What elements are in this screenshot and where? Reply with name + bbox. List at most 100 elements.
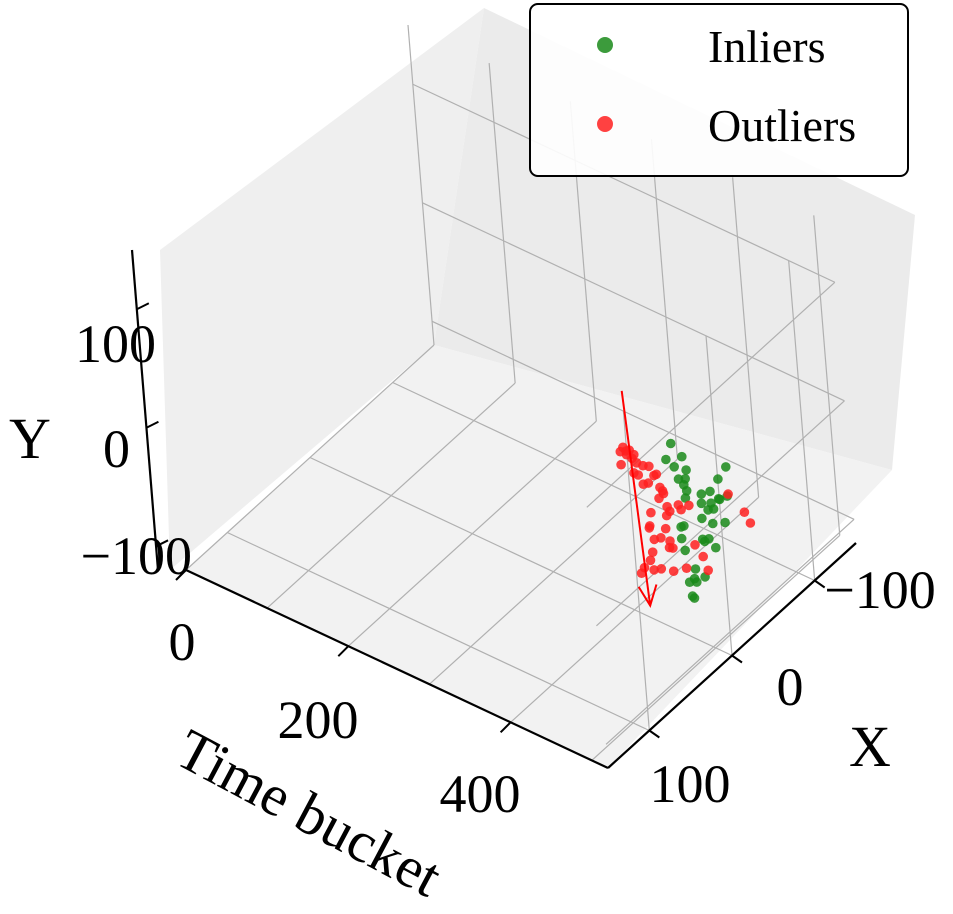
outliers-point: [645, 555, 656, 566]
outliers-point: [643, 478, 654, 488]
back-grid-line: [605, 518, 855, 745]
series-outliers: [615, 442, 756, 578]
inliers-point: [681, 465, 691, 475]
legend-label-outliers: Outliers: [708, 100, 856, 151]
y-axis-label: Y: [9, 406, 51, 471]
outliers-point: [636, 568, 647, 578]
outliers-point: [654, 493, 664, 504]
inliers-point: [721, 462, 731, 472]
inliers-point: [696, 498, 707, 509]
inliers-point: [720, 517, 730, 528]
x-tick-label: −100: [824, 560, 935, 620]
inliers-point: [700, 536, 710, 547]
outliers-point: [633, 470, 644, 480]
inliers-point: [708, 518, 718, 529]
legend-marker-outliers: [597, 116, 613, 132]
back-grid-line: [488, 63, 516, 384]
y-tick-label: 0: [103, 419, 130, 479]
inliers-point: [705, 486, 715, 497]
inliers-point: [673, 474, 684, 484]
back-grid-line: [650, 139, 679, 460]
outliers-point: [646, 507, 656, 518]
legend-marker-inliers: [597, 37, 613, 53]
outliers-point: [684, 500, 694, 511]
inliers-point: [684, 577, 695, 587]
inliers-point: [680, 545, 690, 556]
outliers-point: [676, 504, 686, 515]
x-tick-labels: −100 0 100: [650, 560, 936, 814]
outliers-point: [668, 566, 679, 576]
floor-grid-line: [309, 456, 733, 657]
back-grid-line: [586, 281, 836, 508]
y-tick-label: 100: [75, 314, 156, 374]
outliers-point: [745, 518, 756, 528]
inliers-point: [669, 462, 679, 472]
back-grid-line: [596, 400, 845, 627]
outliers-point: [698, 551, 708, 562]
outliers-point: [703, 565, 713, 576]
back-grid-line: [788, 260, 816, 581]
back-grid-line: [412, 83, 836, 283]
inliers-point: [692, 577, 702, 587]
data-points: [615, 438, 756, 603]
outliers-point: [656, 564, 667, 574]
time-tick-mark: [337, 645, 350, 657]
outliers-point: [681, 563, 692, 573]
back-grid-line: [422, 202, 845, 402]
left-back-pane: [160, 8, 484, 570]
inliers-point: [696, 489, 707, 499]
inliers-point: [697, 513, 707, 524]
outliers-point: [649, 470, 659, 481]
outliers-point: [649, 534, 660, 545]
inliers-point: [661, 454, 671, 465]
outliers-point: [662, 501, 672, 512]
y-tick-mark: [155, 539, 169, 548]
legend-box: [529, 3, 909, 177]
floor-grid-line: [227, 531, 650, 732]
x-tick-mark: [648, 729, 660, 739]
time-tick-label: 0: [169, 612, 196, 672]
inliers-point: [677, 451, 687, 462]
back-grid-line: [431, 320, 855, 520]
outliers-point: [723, 489, 733, 499]
inliers-point: [713, 474, 723, 484]
outliers-point: [665, 536, 675, 546]
time-tick-mark: [499, 721, 512, 734]
inliers-point: [690, 564, 701, 574]
outliers-point: [660, 523, 671, 534]
inliers-point: [711, 542, 721, 553]
time-tick-label: 400: [440, 764, 521, 824]
y-tick-labels: −100 0 100: [75, 314, 192, 586]
x-axis-label: X: [849, 714, 891, 779]
back-grid-line: [622, 410, 650, 731]
outliers-point: [647, 547, 658, 557]
inliers-point: [708, 504, 719, 514]
back-grid-line: [813, 215, 841, 536]
y-tick-label: −100: [81, 526, 192, 586]
inliers-point: [679, 521, 689, 531]
y-tick-mark: [145, 420, 159, 429]
time-tick-labels: 0 200 400: [169, 612, 521, 824]
outliers-point: [690, 540, 700, 550]
inliers-point: [676, 533, 687, 544]
x-tick-label: 100: [650, 754, 731, 814]
outliers-point: [655, 482, 665, 493]
inliers-point: [680, 493, 691, 503]
x-tick-mark: [731, 654, 743, 664]
x-tick-mark: [814, 579, 826, 589]
legend: Inliers Outliers: [529, 3, 909, 177]
floor-grid-line: [392, 381, 815, 582]
time-axis-line: [185, 569, 609, 769]
inliers-point: [714, 494, 725, 505]
arrow-shaft: [620, 390, 652, 606]
back-grid-line: [407, 24, 435, 346]
x-tick-label: 0: [777, 657, 804, 717]
arrow-head: [637, 584, 658, 609]
inliers-point: [681, 486, 692, 496]
y-axis-line: [130, 249, 160, 571]
outliers-point: [649, 565, 659, 575]
time-tick-label: 200: [278, 690, 359, 750]
axes: [130, 249, 857, 769]
back-grid-line: [732, 177, 760, 498]
